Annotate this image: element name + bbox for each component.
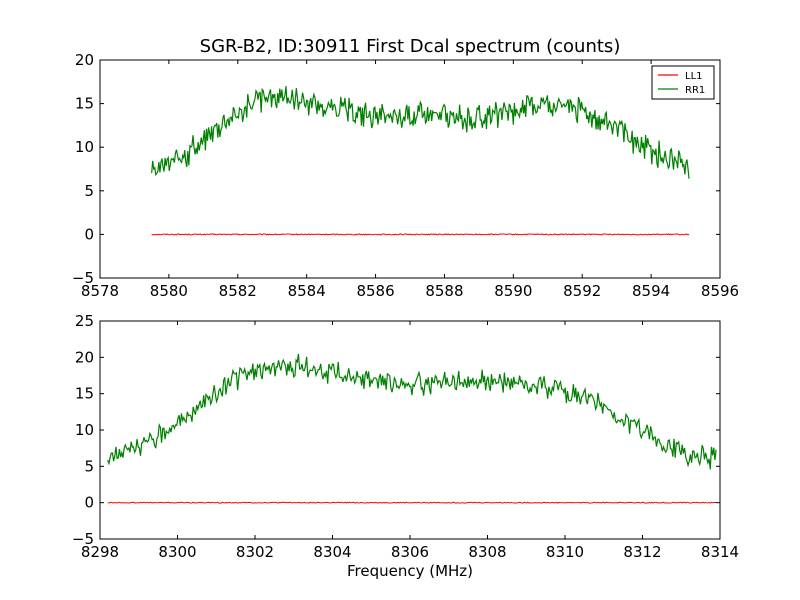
series-ll1-line <box>107 501 717 504</box>
x-tick-label: 8312 <box>623 543 661 561</box>
y-tick-label: 10 <box>75 138 94 156</box>
x-tick-label: 8314 <box>701 543 739 561</box>
x-tick-label: 8590 <box>494 282 532 300</box>
legend-label-ll1: LL1 <box>685 71 703 82</box>
chart-panel-2: 8298 8300 8302 8304 8306 8308 8310 8312 8314 −5 0 5… <box>72 312 739 580</box>
series-rr1-line <box>107 353 717 470</box>
legend-label-rr1: RR1 <box>685 85 705 96</box>
y-tick-label: −5 <box>72 269 94 287</box>
x-axis-label: Frequency (MHz) <box>347 562 473 580</box>
x-tick-label: 8300 <box>158 543 196 561</box>
x-tick-label: 8304 <box>313 543 351 561</box>
x-tick-label: 8310 <box>546 543 584 561</box>
x-tick-label: 8584 <box>288 282 326 300</box>
x-tick-label: 8298 <box>81 543 119 561</box>
y-tick-label: 20 <box>75 348 94 366</box>
y-tick-label: 15 <box>75 385 94 403</box>
x-tick-label: 8588 <box>425 282 463 300</box>
x-tick-label: 8302 <box>236 543 274 561</box>
y-tick-label: 5 <box>84 182 94 200</box>
x-tick-label: 8308 <box>468 543 506 561</box>
x-tick-label: 8582 <box>219 282 257 300</box>
x-tick-label: 8586 <box>356 282 394 300</box>
series-group <box>151 86 690 236</box>
y-tick-label: 10 <box>75 421 94 439</box>
y-tick-label: 0 <box>84 225 94 243</box>
plot-frame <box>99 59 721 279</box>
y-tick-label: 25 <box>75 312 94 330</box>
chart-title: SGR-B2, ID:30911 First Dcal spectrum (co… <box>200 36 621 57</box>
y-tick-label: 5 <box>84 457 94 475</box>
chart-panel-1: 8578 8580 8582 8584 8586 8588 8590 8592 8594 8596… <box>72 36 739 300</box>
series-group <box>107 353 717 504</box>
series-rr1-line <box>151 86 690 179</box>
x-tick-label: 8578 <box>81 282 119 300</box>
legend-box <box>651 65 715 100</box>
y-tick-label: 15 <box>75 95 94 113</box>
series-ll1-line <box>151 233 690 236</box>
x-tick-label: 8592 <box>563 282 601 300</box>
x-tick-label: 8306 <box>391 543 429 561</box>
y-tick-label: 0 <box>84 494 94 512</box>
y-tick-label: −5 <box>72 530 94 548</box>
x-tick-label: 8596 <box>701 282 739 300</box>
y-tick-label: 20 <box>75 51 94 69</box>
x-tick-label: 8580 <box>150 282 188 300</box>
x-tick-label: 8594 <box>632 282 670 300</box>
